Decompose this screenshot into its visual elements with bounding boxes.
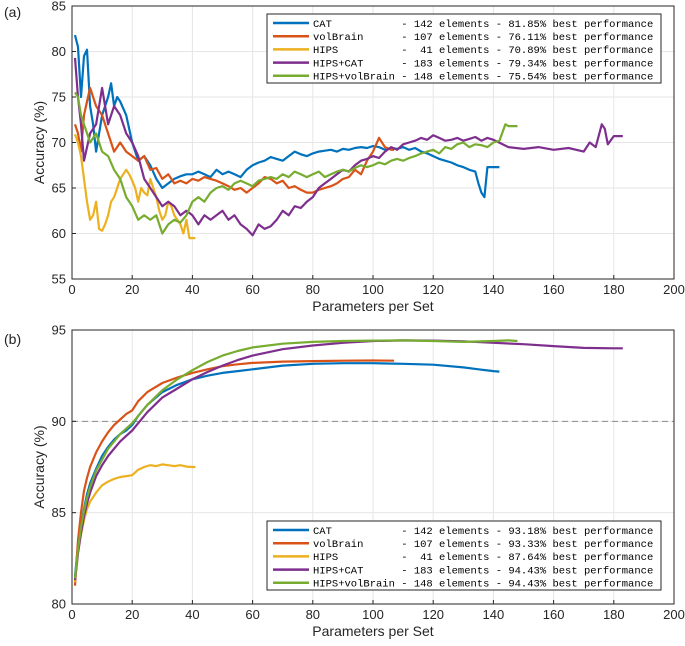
- legend-entry: HIPS+volBrain - 148 elements - 94.43% be…: [313, 579, 653, 591]
- y-tick-label: 60: [52, 226, 66, 241]
- series-line-hips-plus-cat: [73, 57, 623, 237]
- panel-label: (a): [4, 4, 21, 20]
- y-tick-label: 65: [52, 181, 66, 196]
- series-line-hips: [73, 133, 196, 240]
- x-tick-label: 0: [68, 282, 75, 297]
- legend-entry: HIPS - 41 elements - 70.89% best perform…: [313, 45, 653, 57]
- panel-b-accuracy-chart: 0 20 40 60 80 100 120 140 160 180 200 80 85 90 95 Param…: [4, 323, 685, 640]
- y-tick-label: 90: [52, 414, 66, 429]
- series-line-hips: [73, 463, 196, 583]
- y-tick-label: 75: [52, 90, 66, 105]
- legend-entry: CAT - 142 elements - 93.18% best perform…: [313, 526, 653, 538]
- legend-box: [266, 520, 662, 591]
- series-line-cat: [73, 34, 500, 199]
- x-tick-label: 100: [362, 282, 384, 297]
- legend-entry: HIPS+CAT - 183 elements - 94.43% best pe…: [313, 565, 653, 577]
- x-axis-title: Parameters per Set: [312, 298, 433, 314]
- x-tick-label: 200: [663, 607, 685, 622]
- series-line-cat: [73, 362, 500, 577]
- y-tick-label: 70: [52, 135, 66, 150]
- panel-a-accuracy-chart: 0 20 40 60 80 100 120 140 160 180 200 55 60 65 70 75 80 8…: [4, 0, 685, 314]
- series-line-hips-plus-volbrain: [73, 339, 518, 579]
- legend: CAT - 142 elements - 93.18% best perform…: [266, 520, 662, 591]
- y-tick-label: 80: [52, 597, 66, 612]
- legend-entry: HIPS - 41 elements - 87.64% best perform…: [313, 552, 653, 564]
- legend: CAT - 142 elements - 81.85% best perform…: [266, 13, 662, 84]
- x-tick-label: 160: [543, 282, 565, 297]
- x-tick-label: 20: [125, 282, 139, 297]
- legend-entry: HIPS+CAT - 183 elements - 79.34% best pe…: [313, 58, 653, 70]
- series-line-volbrain: [73, 359, 395, 586]
- legend-entry: volBrain - 107 elements - 76.11% best pe…: [313, 32, 653, 44]
- series-line-hips-plus-volbrain: [74, 91, 518, 235]
- y-tick-label: 55: [52, 272, 66, 287]
- y-tick-label: 80: [52, 44, 66, 59]
- legend-box: [266, 13, 662, 84]
- x-tick-label: 160: [543, 607, 565, 622]
- x-tick-label: 0: [68, 607, 75, 622]
- y-axis-title: Accuracy (%): [31, 101, 47, 184]
- y-axis-title: Accuracy (%): [31, 425, 47, 508]
- x-tick-label: 180: [603, 282, 625, 297]
- x-axis-title: Parameters per Set: [312, 623, 433, 639]
- x-tick-label: 80: [306, 282, 320, 297]
- x-tick-label: 200: [663, 282, 685, 297]
- x-tick-label: 80: [306, 607, 320, 622]
- x-tick-label: 120: [422, 282, 444, 297]
- x-tick-label: 100: [362, 607, 384, 622]
- x-tick-label: 120: [422, 607, 444, 622]
- y-tick-label: 85: [52, 0, 66, 14]
- y-tick-label: 95: [52, 323, 66, 338]
- series-line-volbrain: [73, 86, 395, 194]
- x-tick-label: 20: [125, 607, 139, 622]
- legend-entry: volBrain - 107 elements - 93.33% best pe…: [313, 539, 653, 551]
- x-tick-label: 180: [603, 607, 625, 622]
- x-tick-label: 40: [185, 607, 199, 622]
- x-tick-label: 60: [245, 282, 259, 297]
- x-tick-label: 140: [483, 282, 505, 297]
- x-tick-label: 40: [185, 282, 199, 297]
- x-tick-label: 140: [483, 607, 505, 622]
- x-tick-label: 60: [245, 607, 259, 622]
- panel-label: (b): [4, 331, 21, 347]
- legend-entry: HIPS+volBrain - 148 elements - 75.54% be…: [313, 72, 653, 84]
- y-tick-label: 85: [52, 505, 66, 520]
- legend-entry: CAT - 142 elements - 81.85% best perform…: [313, 19, 653, 31]
